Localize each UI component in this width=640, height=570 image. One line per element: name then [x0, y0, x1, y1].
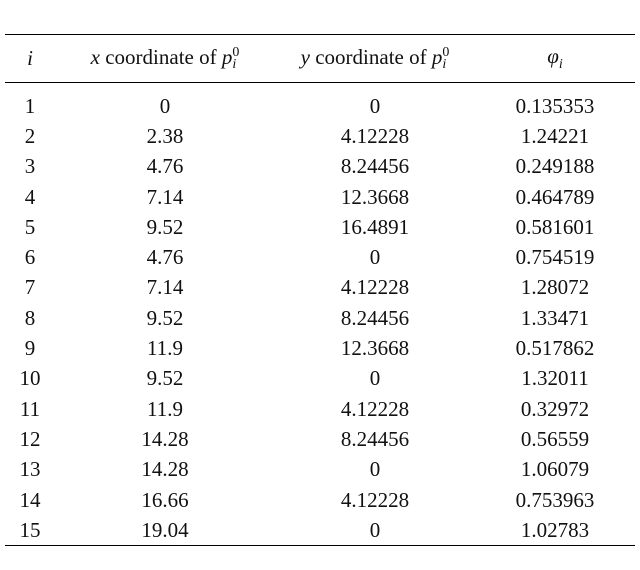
cell-y: 4.12228 — [340, 487, 410, 512]
table-row: 9 11.9 12.3668 0.517862 — [5, 333, 635, 363]
cell-phi: 0.753963 — [515, 487, 595, 512]
cell-i: 15 — [19, 517, 41, 542]
cell-x: 11.9 — [147, 336, 183, 361]
cell-phi: 0.581601 — [515, 214, 595, 239]
cell-y: 0 — [369, 457, 381, 482]
cell-phi: 1.32011 — [521, 366, 589, 391]
cell-y: 16.4891 — [340, 214, 410, 239]
cell-i: 10 — [19, 366, 41, 391]
table-row: 6 4.76 0 0.754519 — [5, 242, 635, 272]
cell-i: 7 — [24, 275, 36, 300]
cell-i: 14 — [19, 487, 41, 512]
cell-phi: 0.517862 — [515, 336, 595, 361]
header-phi: φ_i — [547, 44, 563, 72]
cell-y: 12.3668 — [340, 336, 410, 361]
cell-phi: 1.24221 — [520, 123, 590, 148]
table-row: 14 16.66 4.12228 0.753963 — [5, 485, 635, 515]
header-i: i — [5, 35, 55, 83]
cell-i: 5 — [24, 214, 36, 239]
cell-y: 0 — [369, 517, 381, 542]
header-x-coordinate: x coordinate of p_i^0 — [90, 44, 240, 73]
table-row: 13 14.28 0 1.06079 — [5, 455, 635, 485]
cell-i: 4 — [24, 184, 36, 209]
table-row: 12 14.28 8.24456 0.56559 — [5, 424, 635, 454]
cell-x: 9.52 — [146, 214, 184, 239]
cell-phi: 0.135353 — [515, 93, 595, 118]
cell-x: 14.28 — [141, 426, 189, 451]
cell-x: 16.66 — [141, 487, 189, 512]
cell-i: 11 — [19, 396, 41, 421]
cell-phi: 0.464789 — [515, 184, 595, 209]
cell-phi: 1.02783 — [520, 517, 590, 542]
cell-phi: 0.32972 — [520, 396, 590, 421]
cell-phi: 1.28072 — [520, 275, 590, 300]
cell-y: 4.12228 — [340, 123, 410, 148]
cell-i: 8 — [24, 305, 36, 330]
cell-phi: 0.754519 — [515, 245, 595, 270]
cell-x: 0 — [159, 93, 171, 118]
cell-y: 8.24456 — [340, 426, 410, 451]
table-row: 10 9.52 0 1.32011 — [5, 364, 635, 394]
cell-y: 12.3668 — [340, 184, 410, 209]
cell-phi: 0.56559 — [520, 426, 590, 451]
table-row: 11 11.9 4.12228 0.32972 — [5, 394, 635, 424]
table-row: 4 7.14 12.3668 0.464789 — [5, 182, 635, 212]
cell-x: 7.14 — [146, 275, 184, 300]
table-row: 3 4.76 8.24456 0.249188 — [5, 152, 635, 182]
table-row: 7 7.14 4.12228 1.28072 — [5, 273, 635, 303]
table-row: 15 19.04 0 1.02783 — [5, 515, 635, 546]
cell-y: 0 — [369, 245, 381, 270]
cell-x: 7.14 — [146, 184, 184, 209]
cell-y: 8.24456 — [340, 305, 410, 330]
cell-phi: 1.06079 — [520, 457, 590, 482]
header-y-coordinate: y coordinate of p_i^0 — [300, 44, 450, 73]
cell-x: 9.52 — [146, 305, 184, 330]
coordinates-table: i x coordinate of p_i^0 y coordinate of … — [5, 34, 635, 546]
cell-phi: 1.33471 — [520, 305, 590, 330]
cell-i: 9 — [24, 336, 36, 361]
cell-x: 2.38 — [146, 123, 184, 148]
header-row: i x coordinate of p_i^0 y coordinate of … — [5, 34, 635, 83]
cell-i: 2 — [24, 123, 36, 148]
table-row: 1 0 0 0.135353 — [5, 83, 635, 122]
header-i-label: i — [27, 46, 33, 70]
cell-y: 4.12228 — [340, 396, 410, 421]
cell-y: 8.24456 — [340, 154, 410, 179]
cell-i: 12 — [19, 426, 41, 451]
cell-y: 4.12228 — [340, 275, 410, 300]
table-row: 5 9.52 16.4891 0.581601 — [5, 212, 635, 242]
cell-x: 4.76 — [146, 154, 184, 179]
cell-x: 14.28 — [141, 457, 189, 482]
cell-x: 9.52 — [146, 366, 184, 391]
cell-y: 0 — [369, 93, 381, 118]
cell-i: 3 — [24, 154, 36, 179]
cell-i: 13 — [19, 457, 41, 482]
table-row: 8 9.52 8.24456 1.33471 — [5, 303, 635, 333]
cell-x: 4.76 — [146, 245, 184, 270]
cell-x: 19.04 — [141, 517, 189, 542]
cell-phi: 0.249188 — [515, 154, 595, 179]
cell-y: 0 — [369, 366, 381, 391]
cell-x: 11.9 — [147, 396, 183, 421]
cell-i: 6 — [24, 245, 36, 270]
table-row: 2 2.38 4.12228 1.24221 — [5, 121, 635, 151]
cell-i: 1 — [24, 93, 36, 118]
